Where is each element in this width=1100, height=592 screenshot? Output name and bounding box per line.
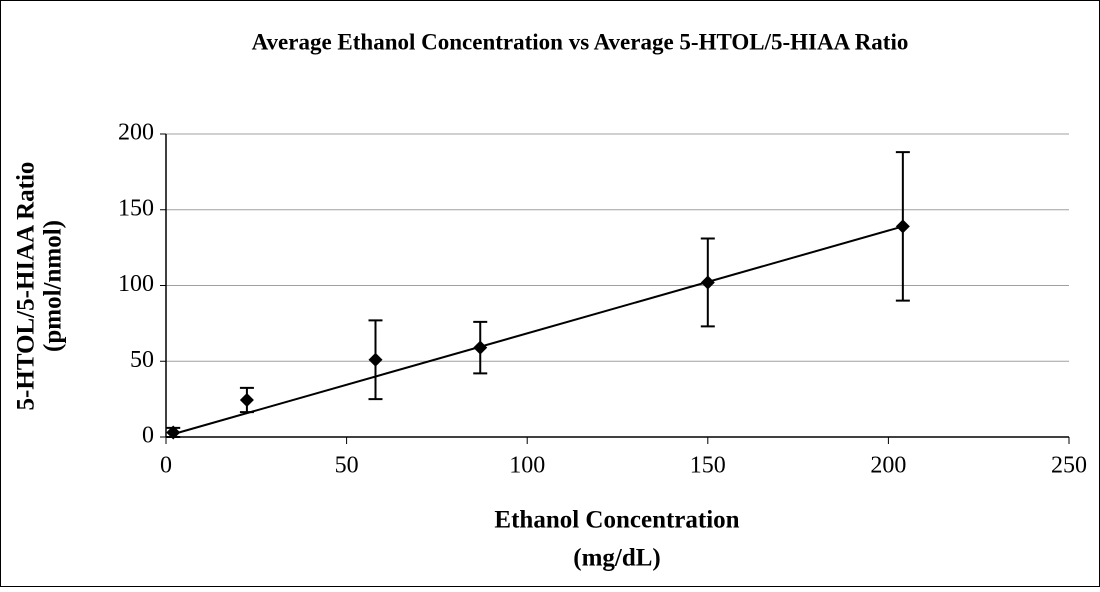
- x-tick-label: 0: [160, 453, 172, 479]
- y-tick-label: 100: [118, 271, 154, 297]
- x-tick-label: 150: [690, 453, 726, 479]
- data-point: [895, 219, 910, 234]
- data-point: [239, 393, 254, 408]
- chart-title: Average Ethanol Concentration vs Average…: [252, 29, 909, 54]
- y-axis-label: 5-HTOL/5-HIAA Ratio: [13, 162, 40, 411]
- y-tick-label: 0: [142, 423, 154, 449]
- x-tick-label: 200: [870, 453, 906, 479]
- x-tick-label: 100: [509, 453, 545, 479]
- trendline: [172, 225, 904, 436]
- data-point: [700, 275, 715, 290]
- x-axis-label: Ethanol Concentration: [494, 507, 739, 534]
- y-tick-label: 50: [130, 347, 154, 373]
- x-tick-label: 250: [1051, 453, 1087, 479]
- x-axis-label: (mg/dL): [573, 545, 661, 572]
- data-point: [368, 352, 383, 367]
- x-tick-label: 50: [335, 453, 359, 479]
- y-tick-label: 200: [118, 120, 154, 146]
- y-tick-label: 150: [118, 195, 154, 221]
- y-axis-label: (pmol/nmol): [40, 220, 67, 352]
- data-point: [473, 340, 488, 355]
- data-point: [166, 425, 181, 440]
